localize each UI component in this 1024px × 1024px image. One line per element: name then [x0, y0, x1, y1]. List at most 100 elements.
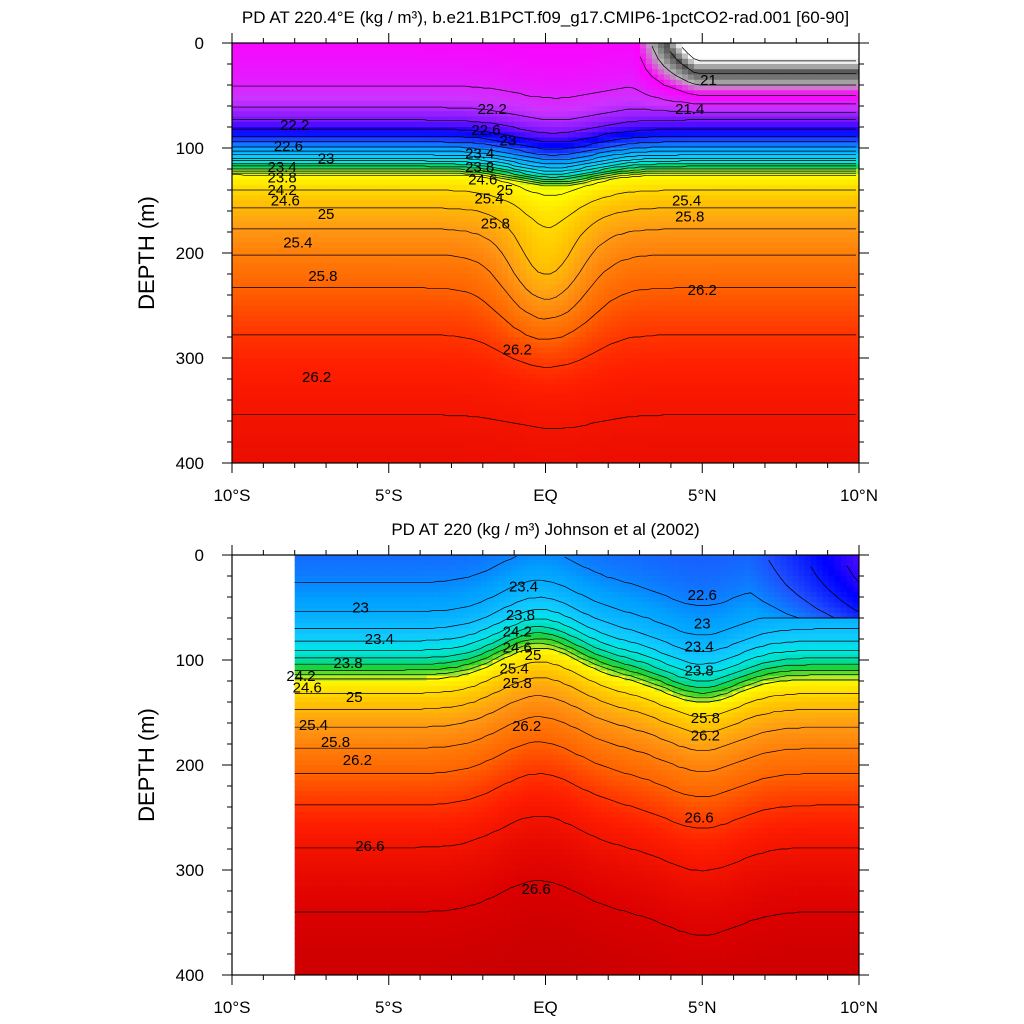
y-axis-label: DEPTH (m)	[134, 196, 159, 310]
x-tick-label: 5°S	[375, 486, 403, 505]
x-axis: 10°S 5°S EQ 5°N 10°N	[213, 545, 878, 1017]
contour-label: 21	[700, 72, 717, 89]
contour-label: 23	[318, 151, 335, 168]
contour-label: 26.2	[691, 728, 720, 745]
contour-line-13	[294, 642, 859, 699]
contour-line-18	[294, 695, 859, 751]
contour-line-20	[294, 741, 859, 797]
contour-line-24	[232, 254, 856, 320]
contour-line-7	[232, 128, 856, 143]
contour-line-23	[294, 880, 859, 936]
contour-label: 25	[496, 182, 513, 199]
x-tick-label: 10°N	[840, 998, 878, 1017]
y-tick-label: 400	[176, 966, 204, 985]
chart-title: PD AT 220.4°E (kg / m³), b.e21.B1PCT.f09…	[242, 8, 849, 27]
y-tick-label: 300	[176, 861, 204, 880]
contour-label: 25	[346, 689, 363, 706]
contour-label: 26.2	[503, 342, 532, 359]
contour-label: 24.6	[293, 679, 322, 696]
contour-label: 26.6	[521, 881, 550, 898]
contour-line-17	[294, 677, 859, 733]
contour-line-5	[294, 555, 517, 583]
contour-line-14	[232, 160, 856, 175]
contour-line-16	[294, 661, 859, 718]
contour-fill	[232, 43, 859, 463]
contour-line-3	[810, 566, 859, 613]
contour-label: 24.6	[271, 193, 300, 210]
contour-line-19	[294, 716, 859, 772]
y-tick-label: 0	[195, 546, 204, 565]
contour-label: 25.4	[474, 190, 503, 207]
y-tick-label: 100	[176, 651, 204, 670]
contour-line-21	[294, 773, 859, 829]
contour-label: 26.2	[343, 752, 372, 769]
contour-label: 25.8	[503, 675, 532, 692]
contour-line-0	[681, 46, 856, 62]
contour-label: 26.6	[355, 838, 384, 855]
contour-line-10	[232, 146, 856, 160]
contour-line-5	[232, 106, 856, 121]
contour-label: 22.6	[688, 587, 717, 604]
y-axis: 0 100 200 300 400	[176, 546, 869, 985]
contour-label: 25.8	[481, 216, 510, 233]
contour-lines	[232, 45, 856, 429]
contour-label: 23.4	[365, 631, 394, 648]
contour-line-6	[232, 119, 856, 134]
contour-label: 23.4	[509, 579, 538, 596]
contour-label: 23	[694, 615, 711, 632]
contour-line-20	[232, 173, 856, 196]
contour-line-26	[232, 334, 856, 368]
x-tick-label: EQ	[533, 998, 558, 1017]
x-tick-label: 5°S	[375, 998, 403, 1017]
contour-line-2	[651, 45, 856, 86]
contour-line-1	[669, 51, 856, 74]
contour-label: 26.6	[685, 810, 714, 827]
contour-label: 25.8	[321, 734, 350, 751]
contour-label: 23	[500, 133, 517, 150]
contour-lines	[294, 555, 859, 936]
contour-line-17	[232, 168, 856, 182]
contour-line-27	[232, 414, 856, 429]
contour-label: 22.6	[274, 138, 303, 155]
contour-label: 25.4	[283, 235, 312, 252]
y-axis-label: DEPTH (m)	[134, 708, 159, 822]
contour-line-12	[294, 638, 859, 694]
contour-label: 22.2	[478, 101, 507, 118]
contour-line-19	[232, 172, 856, 187]
contour-label: 24.2	[286, 668, 315, 685]
contour-label: 22.6	[471, 122, 500, 139]
contour-line-9	[294, 618, 859, 675]
x-tick-label: 10°N	[840, 486, 878, 505]
contour-label: 24.2	[268, 182, 297, 199]
contour-label: 23.8	[685, 663, 714, 680]
contour-line-23	[232, 228, 856, 300]
contour-label: 25.4	[672, 193, 701, 210]
y-tick-label: 200	[176, 244, 204, 263]
y-tick-label: 100	[176, 139, 204, 158]
contour-label: 23.4	[685, 638, 714, 655]
contour-label: 26.2	[512, 718, 541, 735]
contour-label: 23.4	[268, 159, 297, 176]
contour-label: 21.4	[675, 101, 704, 118]
contour-line-11	[294, 632, 859, 688]
contour-label: 23.4	[465, 145, 494, 162]
x-tick-label: EQ	[533, 486, 558, 505]
contour-line-12	[232, 153, 856, 169]
contour-line-16	[232, 165, 856, 180]
contour-line-18	[232, 170, 856, 185]
contour-line-22	[294, 816, 859, 872]
x-tick-label: 5°N	[688, 998, 717, 1017]
contour-label: 22.2	[280, 117, 309, 134]
contour-label: 25	[525, 647, 542, 664]
contour-label: 24.6	[468, 172, 497, 189]
y-axis: 0 100 200 300 400	[176, 34, 869, 473]
contour-line-6	[294, 579, 859, 636]
contour-line-7	[294, 596, 859, 652]
x-axis: 10°S 5°S EQ 5°N 10°N	[213, 33, 878, 505]
contour-label: 26.2	[302, 369, 331, 386]
contour-line-21	[232, 189, 856, 229]
contour-label: 23.8	[506, 607, 535, 624]
contour-line-15	[294, 648, 859, 703]
